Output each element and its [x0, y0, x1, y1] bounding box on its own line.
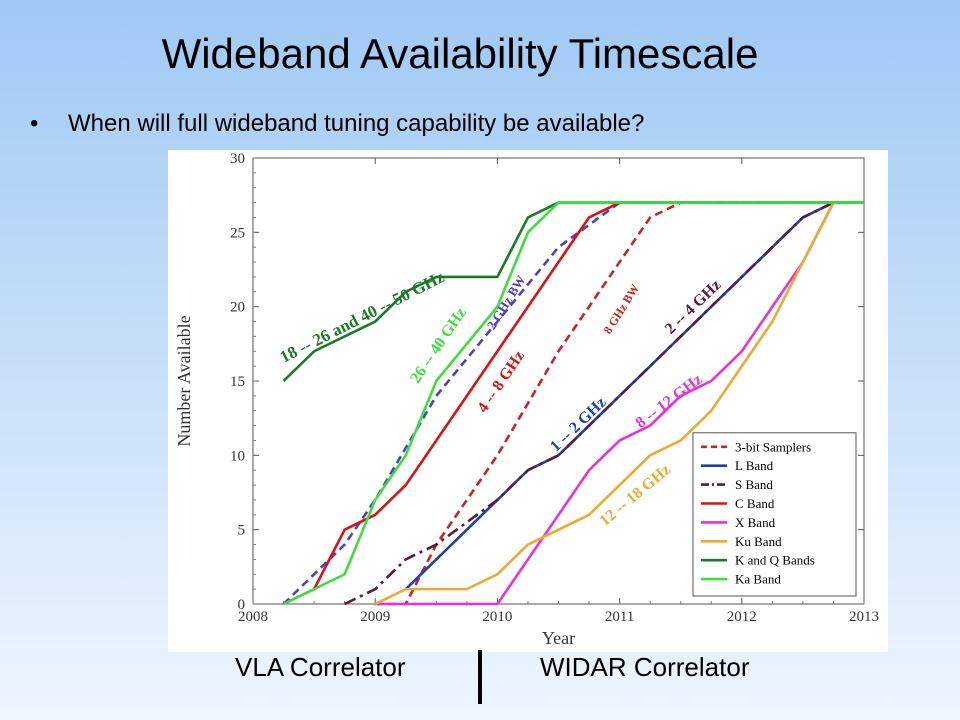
series-line-s-band	[344, 201, 864, 606]
bullet-dot: •	[30, 110, 39, 137]
caption-divider	[478, 650, 482, 704]
x-tick-label: 2011	[605, 609, 634, 625]
y-tick-label: 30	[230, 151, 245, 167]
caption-widar-correlator: WIDAR Correlator	[540, 652, 750, 682]
series-line-k-and-q-bands	[282, 201, 864, 382]
legend-box	[692, 432, 857, 597]
legend-label: S Band	[735, 477, 773, 492]
caption-vla-correlator: VLA Correlator	[235, 652, 406, 682]
annotation-label: 2 -- 4 GHz	[662, 276, 725, 337]
line-chart: 2008 2009 2010 2011 2012 2013 0 5 10 15 20 25 30 Year…	[174, 151, 879, 648]
x-tick-label: 2012	[727, 609, 757, 625]
legend-label: K and Q Bands	[735, 553, 815, 568]
bullet-point: • When will full wideband tuning capabili…	[30, 110, 644, 138]
y-tick-label: 5	[238, 523, 246, 539]
series-line-ka-band	[282, 201, 864, 606]
y-tick-label: 15	[230, 374, 245, 390]
annotation-label: 8 -- 12 GHz	[633, 371, 706, 432]
series-line-c-band	[282, 201, 864, 606]
x-tick-label: 2010	[482, 609, 512, 625]
bullet-text: When will full wideband tuning capabilit…	[68, 110, 645, 137]
slide-title: Wideband Availability Timescale	[161, 30, 759, 77]
legend-label: L Band	[735, 458, 774, 473]
legend-label: 3-bit Samplers	[735, 439, 811, 454]
series-line-3-bit-samplers	[375, 201, 864, 606]
x-tick-label: 2008	[238, 609, 268, 625]
series-line-2-ghz-bw	[282, 201, 864, 605]
y-tick-label: 0	[238, 597, 246, 613]
legend-label: C Band	[735, 496, 775, 511]
annotation-label: 2 GHz BW	[484, 273, 529, 332]
legend-label: Ku Band	[735, 534, 782, 549]
legend-label: Ka Band	[735, 572, 781, 587]
y-tick-label: 20	[230, 300, 245, 316]
chart-panel: 2008 2009 2010 2011 2012 2013 0 5 10 15 20 25 30 Year…	[168, 150, 888, 652]
y-tick-label: 25	[230, 225, 245, 241]
x-tick-label: 2009	[360, 609, 390, 625]
series-line-ku-band	[374, 201, 864, 606]
annotation-label: 8 GHz BW	[600, 282, 642, 337]
annotation-label: 18 -- 26 and 40 -- 50 GHz	[277, 267, 448, 367]
x-tick-label: 2013	[849, 609, 879, 625]
y-tick-label: 10	[230, 448, 245, 464]
y-axis-title: Number Available	[174, 315, 194, 446]
annotation-label: 1 -- 2 GHz	[547, 394, 610, 455]
x-axis-title: Year	[542, 628, 575, 648]
legend-label: X Band	[735, 515, 776, 530]
annotation-label: 4 -- 8 GHz	[474, 348, 528, 416]
annotation-label: 26 -- 40 GHz	[407, 305, 470, 386]
